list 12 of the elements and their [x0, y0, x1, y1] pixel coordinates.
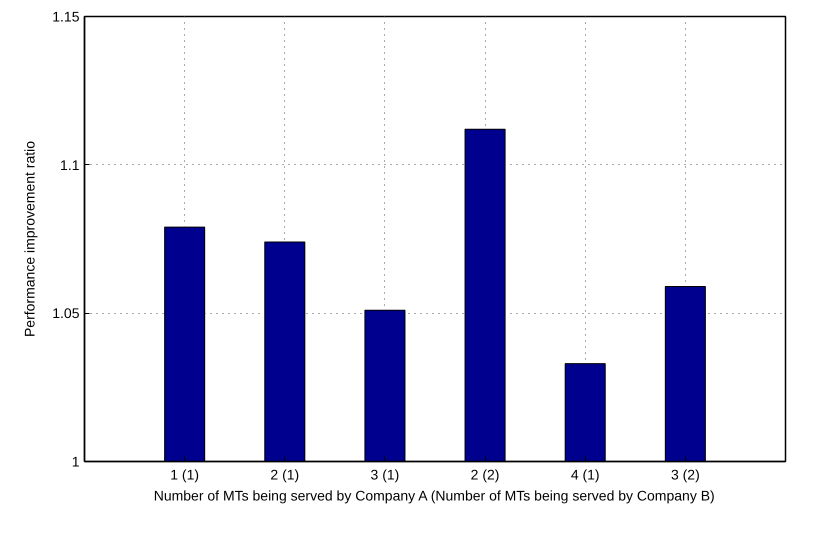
y-tick-label: 1 — [72, 454, 80, 470]
x-tick-label: 3 (2) — [670, 466, 700, 482]
y-tick-label: 1.15 — [52, 8, 80, 24]
y-axis-title: Performance improvement ratio — [21, 140, 38, 338]
x-tick-label: 2 (2) — [470, 466, 500, 482]
x-tick-label: 1 (1) — [170, 466, 200, 482]
x-tick-label: 3 (1) — [370, 466, 400, 482]
x-tick-label: 4 (1) — [570, 466, 600, 482]
x-tick-label: 2 (1) — [270, 466, 300, 482]
x-axis-title: Number of MTs being served by Company A (Number of MTs being served by Company B) — [154, 488, 715, 504]
y-tick-label: 1.05 — [52, 305, 80, 322]
y-tick-label: 1.1 — [60, 156, 80, 173]
